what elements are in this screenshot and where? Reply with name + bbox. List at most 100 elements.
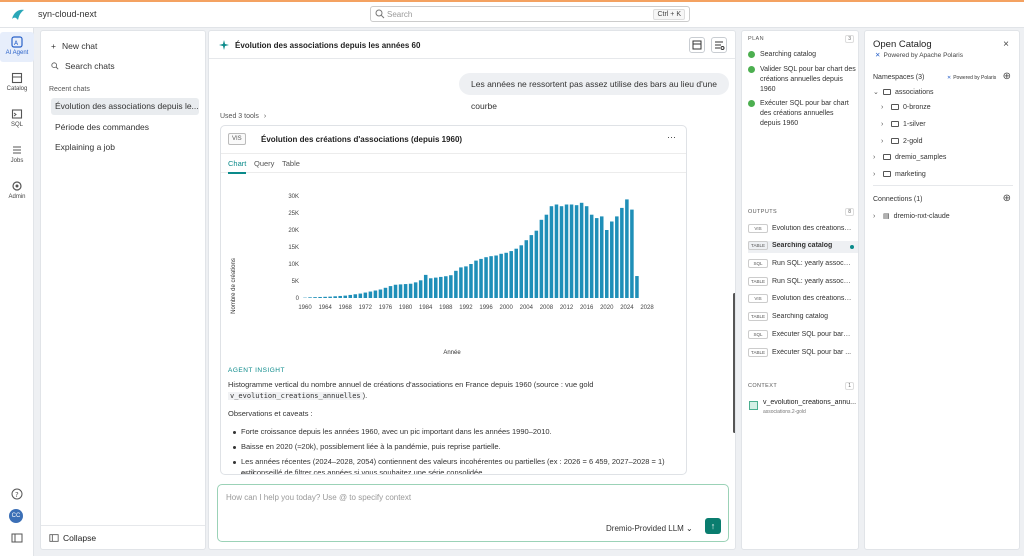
tab-table[interactable]: Table (282, 159, 300, 168)
x-axis-label: Année (443, 350, 461, 356)
output-item[interactable]: SQL Exécuter SQL pour bar c... (748, 330, 858, 342)
output-item[interactable]: TABLE Searching catalog (748, 241, 858, 253)
nav-admin[interactable]: Admin (0, 180, 34, 200)
app-name[interactable]: syn-cloud-next (38, 9, 97, 19)
add-connection-button[interactable]: ⊕ (1002, 193, 1011, 204)
bar (454, 270, 458, 298)
chat-item[interactable]: Explaining a job (55, 142, 116, 152)
top-bar: syn-cloud-next Search Ctrl + K (0, 0, 1024, 28)
bar (313, 297, 317, 298)
bar (333, 296, 337, 298)
bar (403, 284, 408, 298)
collapse-button[interactable]: Collapse (41, 525, 205, 549)
outputs-toggle-button[interactable] (711, 37, 727, 53)
nav-sql[interactable]: SQL (0, 108, 34, 128)
tree-item-associations[interactable]: ⌄ associations (873, 88, 934, 96)
sidebar-toggle-icon (11, 533, 23, 543)
output-label: Run SQL: yearly associat... (772, 278, 852, 285)
avatar[interactable]: CC (9, 509, 23, 523)
bar (348, 294, 353, 298)
tree-item-1-silver[interactable]: › 1-silver (881, 121, 926, 128)
tab-chart[interactable]: Chart (228, 159, 247, 174)
bar (504, 252, 508, 298)
outputs-count: 8 (845, 208, 854, 216)
tree-item-connection[interactable]: › ▤ dremio-nxt-claude (873, 212, 950, 220)
tools-used-toggle[interactable]: Used 3 tools › (220, 113, 266, 120)
app-logo-icon[interactable] (10, 7, 26, 23)
nav-ai-agent[interactable]: A AI Agent (0, 32, 34, 62)
svg-text:A: A (14, 40, 19, 47)
tree-label: associations (895, 89, 934, 96)
nav-label: Catalog (6, 86, 28, 92)
insight-bullet: Forte croissance depuis les années 1960,… (233, 427, 671, 438)
plan-step: Valider SQL pour bar chart des créations… (748, 65, 856, 97)
output-item[interactable]: TABLE Run SQL: yearly associat... (748, 277, 858, 289)
context-heading: CONTEXT (748, 383, 778, 389)
output-label: Évolution des créations d... (772, 295, 852, 302)
chat-item[interactable]: Période des commandes (55, 122, 150, 132)
toggle-sidebar-button[interactable] (0, 532, 34, 546)
bar (494, 255, 498, 298)
accent-strip (0, 0, 1024, 2)
search-chats-button[interactable]: Search chats (51, 61, 115, 71)
add-namespace-button[interactable]: ⊕ (1002, 71, 1011, 82)
tools-used-label: Used 3 tools (220, 113, 259, 120)
x-tick-label: 1968 (339, 305, 353, 311)
bar (484, 257, 488, 298)
chat-item[interactable]: Évolution des associations depuis le... (51, 98, 199, 115)
chevron-right-icon: › (263, 113, 267, 120)
new-chat-button[interactable]: + New chat (51, 41, 97, 51)
bar (625, 199, 629, 298)
bar (318, 296, 322, 298)
nav-catalog[interactable]: Catalog (0, 72, 34, 92)
output-tag: TABLE (748, 348, 768, 357)
x-tick-label: 1976 (379, 305, 393, 311)
chat-composer[interactable]: How can I help you today? Use @ to speci… (217, 484, 729, 542)
canvas-toggle-button[interactable] (689, 37, 705, 53)
nav-jobs[interactable]: Jobs (0, 144, 34, 164)
collapse-icon (49, 534, 59, 542)
bar (519, 245, 524, 298)
tree-item-0-bronze[interactable]: › 0-bronze (881, 104, 931, 111)
send-button[interactable]: ↑ (705, 518, 721, 534)
insight-intro-end: ). (362, 391, 368, 400)
x-tick-label: 1964 (318, 305, 332, 311)
plan-step-label: Searching catalog (760, 51, 817, 58)
more-menu-icon[interactable]: ··· (667, 132, 676, 142)
chevron-right-icon: › (873, 154, 876, 161)
context-item[interactable]: v_evolution_creations_annu... associatio… (748, 399, 858, 419)
model-selector[interactable]: Dremio-Provided LLM ⌄ (606, 524, 693, 533)
output-item[interactable]: VIS Évolution des créations d... (748, 224, 858, 236)
tree-item-2-gold[interactable]: › 2-gold (881, 138, 922, 145)
bar (328, 296, 332, 298)
bar (554, 204, 559, 298)
jobs-icon (13, 146, 21, 154)
powered-by-small: ✕ Powered by Polaris (947, 75, 996, 81)
scrollbar[interactable] (733, 293, 735, 433)
output-item[interactable]: TABLE Searching catalog (748, 312, 858, 324)
bar (449, 275, 453, 298)
output-item[interactable]: VIS Évolution des créations d... (748, 294, 858, 306)
output-label: Searching catalog (772, 242, 833, 249)
x-tick-label: 2020 (600, 305, 614, 311)
bar (605, 230, 609, 298)
tab-query[interactable]: Query (254, 159, 275, 168)
namespace-icon (883, 154, 891, 161)
output-item[interactable]: SQL Run SQL: yearly associat... (748, 259, 858, 271)
output-item[interactable]: TABLE Exécuter SQL pour bar ... (748, 348, 858, 360)
bar (469, 264, 473, 298)
check-icon (748, 66, 755, 73)
bar (599, 216, 604, 298)
bar (418, 280, 423, 298)
y-axis-label: Nombre de créations (231, 258, 237, 314)
help-button[interactable]: ? (0, 488, 34, 502)
global-search-input[interactable]: Search Ctrl + K (370, 6, 690, 22)
close-icon[interactable]: × (1003, 39, 1009, 50)
tree-item-dremio-samples[interactable]: › dremio_samples (873, 154, 946, 161)
bar (564, 204, 569, 298)
tree-item-marketing[interactable]: › marketing (873, 171, 926, 178)
x-tick-label: 1960 (298, 305, 312, 311)
catalog-icon (11, 72, 23, 84)
bar (343, 295, 347, 298)
insight-heading: AGENT INSIGHT (228, 367, 285, 374)
